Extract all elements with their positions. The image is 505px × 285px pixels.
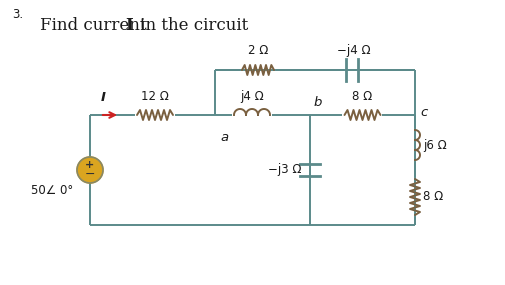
Text: j6 Ω: j6 Ω	[422, 139, 446, 152]
Text: j4 Ω: j4 Ω	[240, 90, 263, 103]
Text: b: b	[314, 96, 322, 109]
Text: in the circuit: in the circuit	[135, 17, 248, 34]
Text: 3.: 3.	[12, 8, 23, 21]
Text: a: a	[220, 131, 228, 144]
Text: 8 Ω: 8 Ω	[422, 190, 442, 203]
Text: I: I	[100, 91, 105, 104]
Text: −j4 Ω: −j4 Ω	[336, 44, 370, 57]
Text: 50∠ 0°: 50∠ 0°	[31, 184, 73, 196]
Text: 8 Ω: 8 Ω	[351, 90, 372, 103]
Circle shape	[77, 157, 103, 183]
Text: 2 Ω: 2 Ω	[247, 44, 268, 57]
Text: −j3 Ω: −j3 Ω	[268, 164, 301, 176]
Text: −: −	[84, 168, 95, 181]
Text: I: I	[125, 17, 132, 34]
Text: 12 Ω: 12 Ω	[141, 90, 169, 103]
Text: Find current: Find current	[40, 17, 152, 34]
Text: c: c	[419, 107, 426, 119]
Text: +: +	[85, 160, 94, 170]
